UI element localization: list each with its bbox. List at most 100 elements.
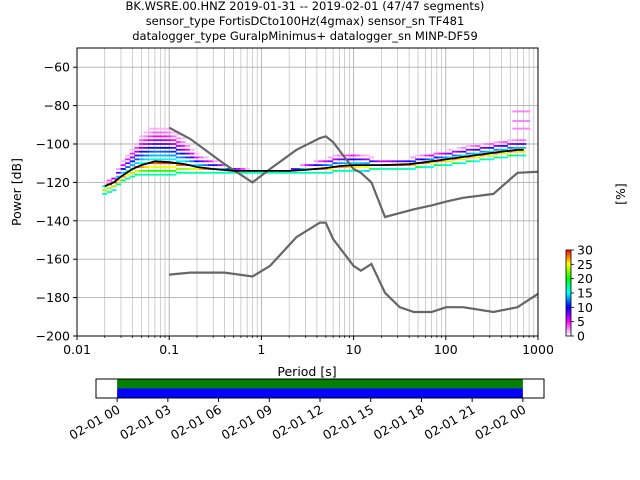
colorbar-segment — [566, 293, 571, 295]
colorbar-segment — [566, 321, 571, 324]
psd-cell — [461, 150, 467, 153]
psd-cell — [106, 191, 112, 193]
psd-cell — [488, 143, 495, 145]
psd-cell — [254, 171, 260, 174]
psd-cell — [475, 160, 481, 163]
psd-cell — [185, 156, 191, 159]
psd-cell — [447, 156, 453, 159]
psd-cell — [369, 160, 375, 163]
psd-cell — [341, 169, 347, 172]
psd-cell — [143, 150, 149, 153]
psd-cell — [433, 156, 439, 159]
psd-cell — [502, 141, 508, 143]
psd-cell — [143, 146, 149, 149]
psd-cell — [152, 150, 159, 153]
psd-cell — [240, 168, 246, 170]
colorbar-tick-label: 0 — [577, 329, 585, 344]
psd-cell — [171, 143, 177, 145]
psd-cell — [511, 146, 518, 149]
psd-cell — [323, 168, 329, 170]
psd-cell — [171, 166, 177, 168]
y-tick-label: −160 — [36, 252, 70, 267]
timeline-tick-label: 02-01 00 — [66, 402, 122, 443]
psd-cell — [410, 168, 416, 170]
psd-cell — [175, 171, 182, 174]
psd-cell — [313, 164, 320, 167]
psd-cell — [327, 156, 333, 159]
y-axis-ticks: −60 −80 −100 −120 −140 −160 −180 −200 — [36, 60, 77, 344]
colorbar-segment — [566, 307, 571, 310]
colorbar-segment — [566, 297, 571, 300]
psd-cell — [249, 171, 255, 174]
psd-cell — [166, 154, 172, 157]
psd-cell — [125, 154, 131, 157]
psd-cell — [194, 171, 200, 174]
psd-cell — [465, 145, 472, 147]
psd-cell — [382, 160, 389, 163]
psd-cell — [438, 156, 444, 159]
psd-cell — [401, 168, 407, 170]
psd-cell — [304, 171, 310, 174]
colorbar-segment — [566, 330, 571, 333]
psd-cell — [157, 135, 163, 138]
psd-cell — [194, 152, 200, 155]
psd-cell — [475, 148, 481, 151]
colorbar-segment — [566, 324, 571, 327]
psd-cell — [129, 175, 135, 178]
psd-cell — [304, 164, 310, 167]
psd-cell — [180, 168, 186, 170]
psd-cell — [162, 162, 168, 165]
psd-cell — [138, 150, 145, 153]
psd-cell — [488, 150, 495, 153]
psd-cell — [208, 171, 214, 174]
colorbar-segment — [566, 270, 571, 272]
psd-cell — [226, 171, 232, 174]
psd-cell — [470, 148, 476, 151]
psd-cell — [406, 168, 412, 170]
psd-cell — [456, 162, 462, 165]
colorbar-segment — [566, 252, 571, 255]
psd-cell — [502, 156, 508, 159]
colorbar-segment — [566, 262, 571, 265]
psd-cell — [502, 145, 508, 147]
colorbar-segment — [566, 328, 571, 331]
colorbar-segment — [566, 257, 571, 259]
psd-cell — [166, 139, 172, 142]
x-tick-label: 1000 — [522, 342, 554, 357]
psd-cell — [152, 162, 159, 165]
psd-cell — [438, 152, 444, 155]
psd-cell — [138, 146, 145, 149]
psd-cell — [332, 169, 338, 172]
psd-cell — [350, 158, 356, 161]
psd-cell — [442, 164, 449, 167]
psd-cell — [488, 158, 495, 161]
psd-cell — [162, 166, 168, 168]
colorbar-segment — [566, 311, 571, 314]
psd-cell — [203, 156, 209, 159]
colorbar-segment — [566, 265, 571, 268]
psd-cell — [461, 158, 467, 161]
psd-cell — [313, 160, 320, 163]
psd-cell — [323, 171, 329, 174]
psd-cell — [185, 171, 191, 174]
psd-cell — [415, 158, 421, 161]
psd-cell — [157, 154, 163, 157]
colorbar-segment — [566, 254, 571, 257]
psd-cell — [175, 145, 182, 147]
psd-cell — [180, 152, 186, 155]
psd-cell — [143, 131, 149, 134]
psd-cell — [138, 158, 145, 161]
psd-cell — [162, 154, 168, 157]
psd-cell — [521, 143, 527, 145]
psd-cell — [185, 145, 191, 147]
psd-cell — [336, 162, 343, 165]
psd-cell — [189, 152, 195, 155]
psd-cell — [157, 150, 163, 153]
x-axis-label: Period [s] — [277, 364, 336, 379]
psd-cell — [148, 158, 154, 161]
psd-cell — [138, 169, 145, 172]
psd-cell — [175, 164, 182, 167]
psd-cell — [484, 150, 490, 153]
colorbar-segment — [566, 327, 571, 330]
psd-cell — [231, 171, 237, 174]
